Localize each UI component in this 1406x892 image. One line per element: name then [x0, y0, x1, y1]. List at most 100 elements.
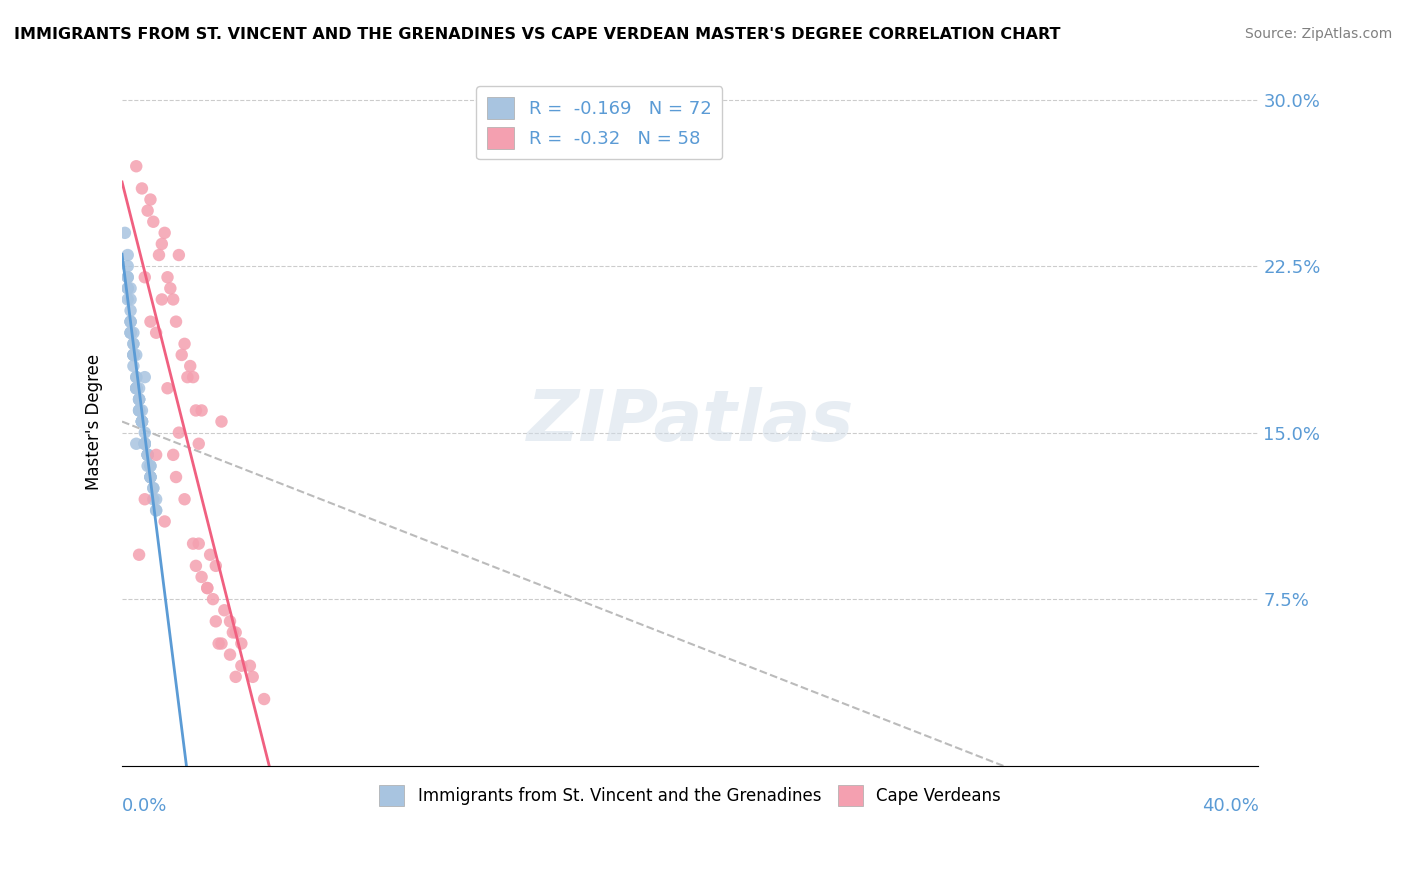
Point [162, 448, 184, 462]
Point [117, 270, 139, 285]
Point [117, 270, 139, 285]
Point [136, 203, 159, 218]
Point [136, 448, 159, 462]
Point [131, 415, 153, 429]
Point [125, 381, 148, 395]
Point [120, 303, 142, 318]
Point [184, 403, 207, 417]
Point [142, 481, 165, 495]
Point [125, 348, 148, 362]
Point [134, 436, 156, 450]
Point [231, 636, 253, 650]
Point [148, 248, 170, 262]
Point [142, 215, 165, 229]
Legend: Immigrants from St. Vincent and the Grenadines, Cape Verdeans: Immigrants from St. Vincent and the Gren… [373, 779, 1008, 813]
Point [184, 558, 207, 573]
Point [139, 470, 162, 484]
Point [120, 326, 142, 340]
Point [117, 281, 139, 295]
Point [122, 326, 145, 340]
Point [142, 492, 165, 507]
Point [136, 448, 159, 462]
Point [131, 415, 153, 429]
Point [253, 692, 276, 706]
Point [176, 370, 198, 384]
Point [165, 315, 187, 329]
Point [139, 470, 162, 484]
Point [173, 492, 195, 507]
Text: 0.0%: 0.0% [122, 797, 167, 814]
Point [204, 558, 226, 573]
Point [136, 448, 159, 462]
Point [167, 248, 190, 262]
Point [125, 370, 148, 384]
Point [134, 492, 156, 507]
Point [122, 348, 145, 362]
Point [187, 436, 209, 450]
Point [131, 415, 153, 429]
Point [120, 281, 142, 295]
Point [201, 592, 224, 607]
Point [122, 348, 145, 362]
Point [225, 670, 247, 684]
Point [122, 348, 145, 362]
Point [242, 670, 264, 684]
Point [214, 603, 236, 617]
Point [128, 392, 150, 407]
Point [131, 403, 153, 417]
Point [131, 415, 153, 429]
Point [128, 381, 150, 395]
Point [139, 193, 162, 207]
Point [122, 348, 145, 362]
Point [150, 236, 173, 251]
Point [131, 415, 153, 429]
Point [139, 470, 162, 484]
Point [225, 625, 247, 640]
Point [198, 548, 221, 562]
Text: ZIPatlas: ZIPatlas [527, 387, 853, 456]
Point [219, 648, 242, 662]
Point [219, 615, 242, 629]
Point [128, 392, 150, 407]
Point [125, 381, 148, 395]
Point [136, 448, 159, 462]
Point [128, 403, 150, 417]
Point [117, 293, 139, 307]
Point [156, 381, 179, 395]
Point [181, 536, 204, 550]
Point [195, 581, 218, 595]
Point [145, 492, 167, 507]
Point [187, 536, 209, 550]
Point [170, 348, 193, 362]
Point [120, 326, 142, 340]
Point [190, 570, 212, 584]
Point [117, 259, 139, 273]
Point [128, 403, 150, 417]
Point [139, 315, 162, 329]
Point [211, 636, 233, 650]
Point [131, 415, 153, 429]
Point [150, 293, 173, 307]
Point [179, 359, 201, 373]
Point [120, 315, 142, 329]
Point [134, 370, 156, 384]
Point [128, 392, 150, 407]
Point [211, 415, 233, 429]
Text: Source: ZipAtlas.com: Source: ZipAtlas.com [1244, 27, 1392, 41]
Point [125, 436, 148, 450]
Point [134, 436, 156, 450]
Text: IMMIGRANTS FROM ST. VINCENT AND THE GRENADINES VS CAPE VERDEAN MASTER'S DEGREE C: IMMIGRANTS FROM ST. VINCENT AND THE GREN… [14, 27, 1060, 42]
Point [128, 548, 150, 562]
Point [125, 159, 148, 173]
Point [181, 370, 204, 384]
Point [134, 436, 156, 450]
Point [134, 436, 156, 450]
Point [153, 226, 176, 240]
Y-axis label: Master's Degree: Master's Degree [86, 353, 103, 490]
Point [145, 448, 167, 462]
Point [239, 658, 262, 673]
Point [122, 336, 145, 351]
Point [125, 381, 148, 395]
Point [128, 403, 150, 417]
Point [120, 326, 142, 340]
